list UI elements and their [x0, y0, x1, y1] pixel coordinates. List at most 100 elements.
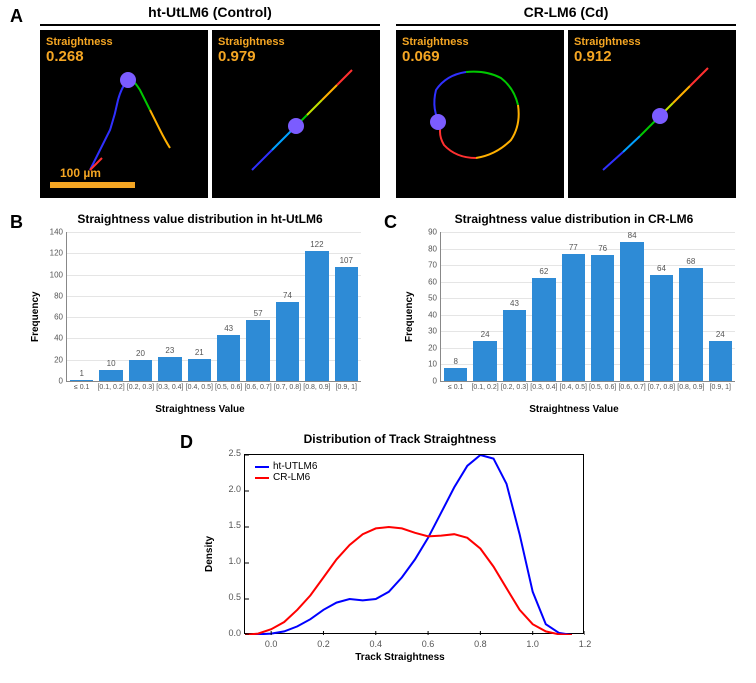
- bar-value-label: 107: [335, 256, 359, 265]
- chart-c-plot: 01020304050607080908≤ 0.124[0.1, 0.2]43[…: [440, 232, 735, 382]
- bar-value-label: 62: [532, 267, 556, 276]
- bar: [335, 267, 359, 381]
- legend-label-1: ht-UTLM6: [273, 461, 317, 472]
- ytick: 140: [39, 228, 63, 237]
- ytick: 80: [413, 244, 437, 253]
- bar-value-label: 21: [188, 348, 212, 357]
- track-panel-4: Straightness 0.912: [568, 30, 736, 198]
- xtick: 1.0: [526, 639, 539, 649]
- bar-value-label: 24: [709, 330, 733, 339]
- bar: [473, 341, 497, 381]
- xtick: [0.2, 0.3]: [126, 384, 155, 391]
- bar-value-label: 77: [562, 243, 586, 252]
- group1-label: ht-UtLM6 (Control): [40, 4, 380, 20]
- scalebar-label: 100 µm: [60, 166, 101, 180]
- ytick: 60: [413, 277, 437, 286]
- chart-d-title: Distribution of Track Straightness: [200, 432, 600, 446]
- chart-b: Straightness value distribution in ht-Ut…: [30, 212, 370, 422]
- ytick: 80: [39, 291, 63, 300]
- gridline: [441, 232, 735, 233]
- bar: [591, 255, 615, 381]
- xtick: 1.2: [579, 639, 592, 649]
- group2-label: CR-LM6 (Cd): [396, 4, 736, 20]
- bar-value-label: 20: [129, 349, 153, 358]
- overlay-label: Straightness: [574, 36, 641, 48]
- bar: [620, 242, 644, 381]
- bar: [305, 251, 329, 381]
- bar: [217, 335, 241, 381]
- xtick: 0.2: [317, 639, 330, 649]
- xtick: [0.6, 0.7]: [617, 384, 646, 391]
- xtick: 0.8: [474, 639, 487, 649]
- chart-d-legend: ht-UTLM6 CR-LM6: [255, 461, 317, 483]
- overlay-label: Straightness: [46, 36, 113, 48]
- bar: [158, 357, 182, 381]
- chart-d-ylabel: Density: [204, 536, 215, 572]
- track-2-straightness: 0.979: [218, 48, 256, 65]
- track-4-overlay: Straightness 0.912: [574, 36, 641, 65]
- panel-c-label: C: [384, 212, 397, 233]
- ytick: 100: [39, 270, 63, 279]
- group1-bar: [40, 24, 380, 26]
- chart-c: Straightness value distribution in CR-LM…: [404, 212, 744, 422]
- bar-value-label: 1: [70, 369, 94, 378]
- xtick: [0.5, 0.6]: [588, 384, 617, 391]
- xtick: [0.9, 1]: [332, 384, 361, 391]
- xtick: [0.3, 0.4]: [529, 384, 558, 391]
- bar: [99, 370, 123, 381]
- bar-value-label: 76: [591, 244, 615, 253]
- track-3-overlay: Straightness 0.069: [402, 36, 469, 65]
- xtick: [0.5, 0.6]: [214, 384, 243, 391]
- bar-value-label: 68: [679, 257, 703, 266]
- xtick: 0.6: [422, 639, 435, 649]
- legend-label-2: CR-LM6: [273, 472, 310, 483]
- bar-value-label: 84: [620, 231, 644, 240]
- bar-value-label: 64: [650, 264, 674, 273]
- ytick: 0: [39, 377, 63, 386]
- xtick: 0.4: [370, 639, 383, 649]
- bar-value-label: 24: [473, 330, 497, 339]
- track-panel-2: Straightness 0.979: [212, 30, 380, 198]
- ytick: 0.5: [215, 592, 241, 602]
- chart-b-plot: 0204060801001201401≤ 0.110[0.1, 0.2]20[0…: [66, 232, 361, 382]
- bar: [562, 254, 586, 381]
- chart-c-xlabel: Straightness Value: [404, 404, 744, 415]
- xtick: [0.4, 0.5]: [185, 384, 214, 391]
- group2-bar: [396, 24, 736, 26]
- figure: A ht-UtLM6 (Control) CR-LM6 (Cd) Straigh…: [0, 0, 756, 683]
- density-line: [245, 527, 572, 635]
- chart-d-xlabel: Track Straightness: [200, 652, 600, 663]
- bar: [246, 320, 270, 381]
- bar-value-label: 10: [99, 359, 123, 368]
- bar-value-label: 122: [305, 240, 329, 249]
- xtick: 0.0: [265, 639, 278, 649]
- xtick: ≤ 0.1: [441, 384, 470, 391]
- xtick: [0.7, 0.8]: [647, 384, 676, 391]
- ytick: 1.5: [215, 520, 241, 530]
- bar-value-label: 43: [217, 324, 241, 333]
- ytick: 2.0: [215, 484, 241, 494]
- chart-d-plot: ht-UTLM6 CR-LM6 0.00.20.40.60.81.01.20.0…: [244, 454, 584, 634]
- ytick: 2.5: [215, 448, 241, 458]
- ytick: 40: [413, 310, 437, 319]
- bar: [276, 302, 300, 381]
- xtick: [0.8, 0.9]: [302, 384, 331, 391]
- legend-swatch-1: [255, 466, 269, 468]
- overlay-label: Straightness: [218, 36, 285, 48]
- track-panel-1: Straightness 0.268 100 µm: [40, 30, 208, 198]
- track-2-overlay: Straightness 0.979: [218, 36, 285, 65]
- ytick: 40: [39, 334, 63, 343]
- legend-swatch-2: [255, 477, 269, 479]
- bar: [650, 275, 674, 381]
- ytick: 60: [39, 313, 63, 322]
- ytick: 1.0: [215, 556, 241, 566]
- track-3-straightness: 0.069: [402, 48, 440, 65]
- xtick: ≤ 0.1: [67, 384, 96, 391]
- panel-a-label: A: [10, 6, 23, 27]
- legend-item-1: ht-UTLM6: [255, 461, 317, 472]
- xtick: [0.7, 0.8]: [273, 384, 302, 391]
- ytick: 0.0: [215, 628, 241, 638]
- bar: [679, 268, 703, 381]
- chart-b-title: Straightness value distribution in ht-Ut…: [30, 212, 370, 226]
- xtick: [0.1, 0.2]: [96, 384, 125, 391]
